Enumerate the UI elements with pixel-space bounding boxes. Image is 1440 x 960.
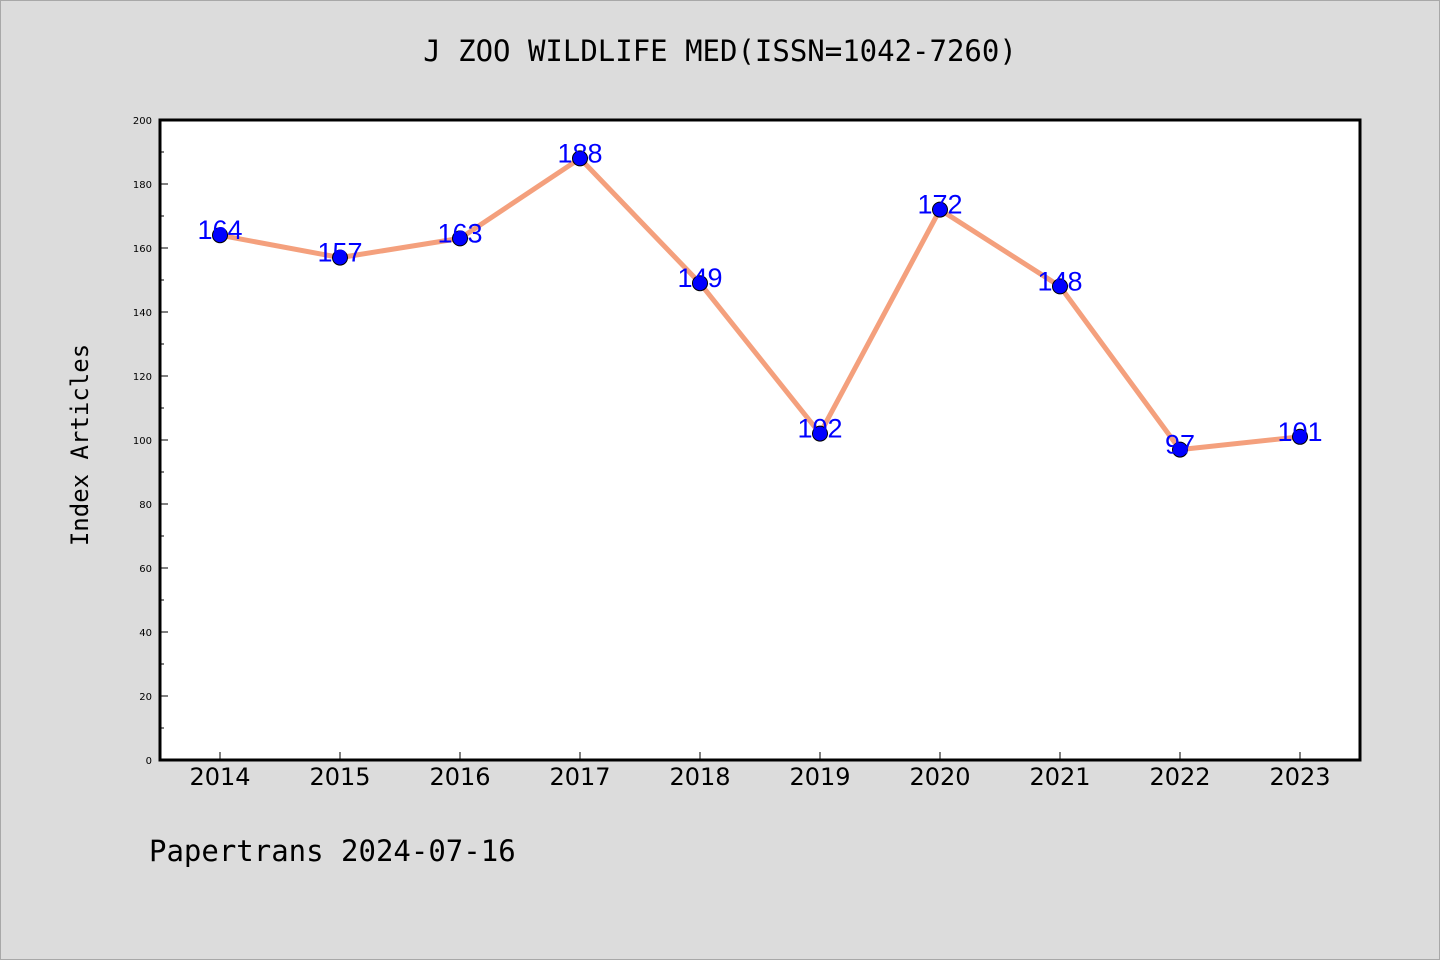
plot-area — [160, 120, 1360, 760]
x-tick-label: 2023 — [1269, 763, 1330, 791]
x-tick-label: 2022 — [1149, 763, 1210, 791]
data-point-marker — [212, 227, 228, 244]
x-tick-label: 2016 — [429, 763, 490, 791]
data-point-marker — [932, 201, 948, 218]
x-tick-label: 2019 — [789, 763, 850, 791]
x-tick-label: 2014 — [189, 763, 250, 791]
x-tick-label: 2017 — [549, 763, 610, 791]
data-point-marker — [572, 150, 588, 167]
y-tick-label: 80 — [139, 500, 152, 511]
y-tick-label: 40 — [139, 628, 152, 639]
y-tick-label: 60 — [139, 564, 152, 575]
y-tick-label: 160 — [133, 244, 152, 255]
y-tick-label: 140 — [133, 308, 152, 319]
x-tick-label: 2020 — [909, 763, 970, 791]
data-point-marker — [1172, 441, 1188, 458]
footer-note: Papertrans 2024-07-16 — [149, 834, 516, 868]
y-tick-label: 180 — [133, 180, 152, 191]
y-tick-label: 0 — [146, 756, 152, 767]
data-point-marker — [452, 230, 468, 247]
y-tick-label: 200 — [133, 116, 152, 127]
series-line — [217, 155, 1303, 453]
data-value-label: 188 — [557, 138, 602, 168]
x-tick-label: 2021 — [1029, 763, 1090, 791]
chart-title: J ZOO WILDLIFE MED(ISSN=1042-7260) — [423, 34, 1017, 68]
data-value-label: 148 — [1037, 266, 1082, 296]
data-point-marker — [1292, 428, 1308, 445]
x-tick-label: 2018 — [669, 763, 730, 791]
data-value-label: 149 — [677, 263, 722, 293]
data-point-marker — [692, 275, 708, 292]
data-value-label: 101 — [1277, 417, 1322, 447]
data-value-label: 102 — [797, 414, 842, 444]
data-value-label: 164 — [197, 215, 242, 245]
data-value-label: 97 — [1165, 430, 1195, 460]
y-tick-label: 100 — [133, 436, 152, 447]
data-value-label: 157 — [317, 238, 362, 268]
y-tick-label: 20 — [139, 692, 152, 703]
plot-border — [158, 118, 1362, 762]
data-point-marker — [332, 249, 348, 266]
data-value-label: 172 — [917, 190, 962, 220]
data-point-marker — [812, 425, 828, 442]
data-point-marker — [1052, 278, 1068, 295]
data-value-label: 163 — [437, 218, 482, 248]
x-tick-label: 2015 — [309, 763, 370, 791]
y-tick-label: 120 — [133, 372, 152, 383]
